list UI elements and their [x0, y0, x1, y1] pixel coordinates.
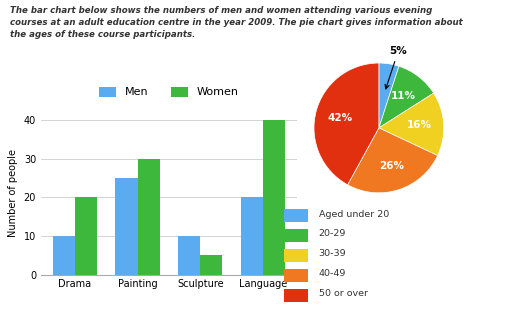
Bar [284, 269, 308, 282]
Bar [53, 236, 75, 275]
Bar [263, 120, 285, 275]
Text: 26%: 26% [379, 161, 404, 171]
Bar [241, 197, 263, 275]
Text: 5%: 5% [385, 46, 407, 89]
Bar [284, 289, 308, 302]
Text: 11%: 11% [391, 91, 416, 101]
Bar [284, 229, 308, 242]
Wedge shape [379, 63, 399, 128]
Wedge shape [379, 93, 444, 156]
Text: 42%: 42% [327, 113, 352, 123]
Wedge shape [348, 128, 438, 193]
Text: 16%: 16% [407, 120, 432, 130]
Text: Aged under 20: Aged under 20 [318, 210, 389, 218]
Bar [200, 255, 222, 275]
Text: 40-49: 40-49 [318, 270, 346, 278]
Y-axis label: Number of people: Number of people [8, 149, 18, 237]
Text: 30-39: 30-39 [318, 250, 346, 258]
Bar [75, 197, 97, 275]
Text: 50 or over: 50 or over [318, 290, 368, 298]
Bar [284, 209, 308, 222]
Wedge shape [314, 63, 379, 185]
Bar [116, 178, 138, 275]
Text: The bar chart below shows the numbers of men and women attending various evening: The bar chart below shows the numbers of… [10, 6, 463, 39]
Legend: Men, Women: Men, Women [95, 82, 243, 102]
Bar [178, 236, 200, 275]
Bar [138, 159, 160, 275]
Bar [284, 249, 308, 262]
Text: 20-29: 20-29 [318, 230, 346, 238]
Wedge shape [379, 66, 434, 128]
